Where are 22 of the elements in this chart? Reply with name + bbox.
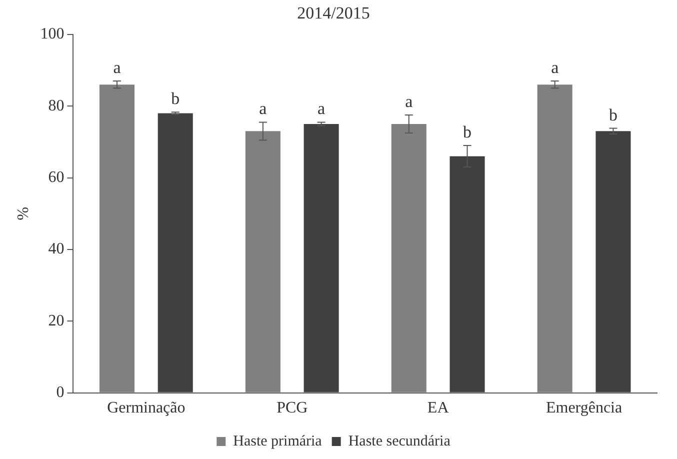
y-tick-label: 80 — [48, 97, 64, 114]
x-tick-label: PCG — [276, 400, 308, 417]
data-label: a — [113, 58, 122, 77]
y-tick-label: 40 — [48, 240, 64, 258]
data-label: a — [405, 92, 414, 112]
y-tick-label: 60 — [48, 168, 64, 186]
legend-label: Haste primária — [233, 433, 322, 450]
y-axis-title: % — [14, 206, 32, 220]
data-label: a — [259, 99, 268, 118]
data-label: b — [171, 89, 180, 108]
data-label: b — [608, 105, 618, 124]
data-label: a — [318, 99, 326, 118]
x-tick-label: Germinação — [107, 400, 186, 417]
y-tick-label: 0 — [56, 384, 64, 402]
x-tick-label: Emergência — [546, 400, 622, 417]
x-tick-label: EA — [427, 400, 450, 417]
data-label: a — [551, 58, 560, 77]
legend-label: Haste secundária — [348, 433, 451, 450]
data-label: b — [463, 122, 472, 142]
y-tick-label: 20 — [48, 312, 64, 330]
chart-title: 2014/2015 — [297, 4, 370, 23]
y-tick-label: 100 — [40, 26, 64, 43]
